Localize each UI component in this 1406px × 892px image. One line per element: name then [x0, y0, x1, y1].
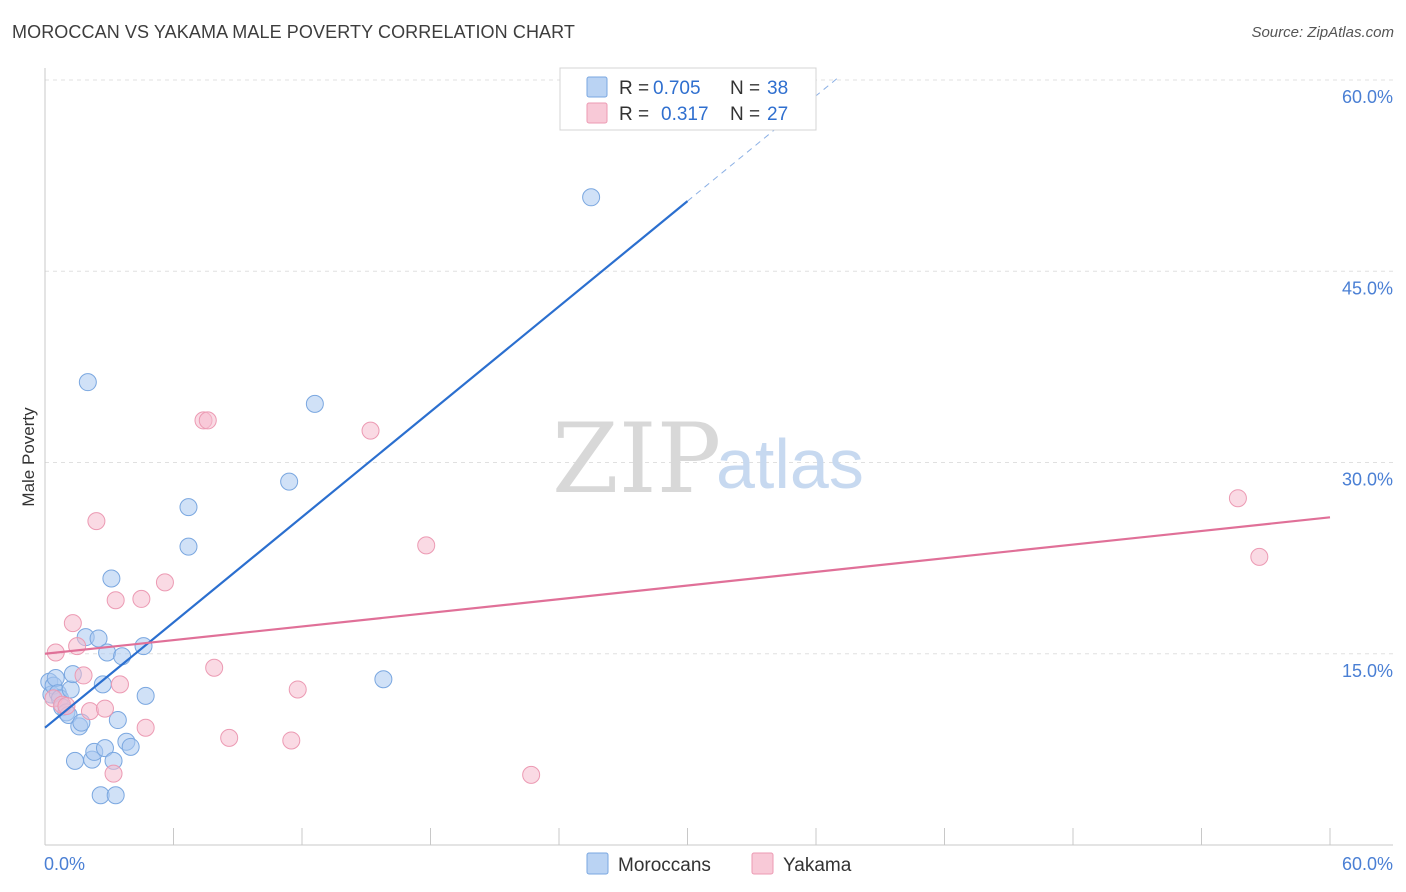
legend-n-value-yakama: 27 — [767, 104, 788, 125]
trend-lines — [44, 77, 1331, 729]
point-yakama-12 — [110, 675, 129, 694]
series-moroccans-points — [40, 188, 601, 805]
y-axis-label: Male Poverty — [19, 407, 38, 507]
point-moroccans-32 — [179, 537, 198, 556]
point-yakama-15 — [155, 573, 174, 592]
y-tick-label-3: 60.0% — [1342, 87, 1393, 107]
point-moroccans-18 — [89, 629, 108, 648]
bottom-legend-label-yakama: Yakama — [783, 855, 852, 876]
point-yakama-18 — [205, 658, 224, 677]
point-moroccans-37 — [582, 188, 601, 207]
watermark-atlas: atlas — [716, 425, 864, 503]
point-moroccans-34 — [280, 472, 299, 491]
legend-n-value-moroccans: 38 — [767, 78, 788, 99]
point-yakama-7 — [80, 702, 99, 721]
y-tick-label-0: 15.0% — [1342, 661, 1393, 681]
point-moroccans-36 — [374, 670, 393, 689]
x-tick-label-max: 60.0% — [1342, 854, 1393, 874]
point-moroccans-25 — [106, 786, 125, 805]
point-yakama-17 — [198, 411, 217, 430]
point-moroccans-15 — [78, 373, 97, 392]
point-yakama-22 — [361, 421, 380, 440]
watermark-zip: ZIP — [552, 403, 721, 515]
x-tick-label-min: 0.0% — [44, 854, 85, 874]
point-yakama-3 — [57, 697, 76, 716]
watermark: ZIP atlas — [552, 403, 864, 515]
point-yakama-13 — [132, 589, 151, 608]
point-yakama-4 — [63, 614, 82, 633]
y-tick-label-1: 30.0% — [1342, 470, 1393, 490]
point-moroccans-31 — [136, 686, 155, 705]
trendline-moroccans — [44, 200, 689, 729]
point-yakama-26 — [1250, 547, 1269, 566]
point-yakama-19 — [220, 728, 239, 747]
point-moroccans-29 — [121, 737, 140, 756]
point-moroccans-33 — [179, 498, 198, 517]
y-tick-label-2: 45.0% — [1342, 278, 1393, 298]
point-moroccans-35 — [305, 394, 324, 413]
point-moroccans-9 — [61, 680, 80, 699]
point-yakama-23 — [417, 536, 436, 555]
point-yakama-9 — [95, 699, 114, 718]
point-moroccans-3 — [46, 668, 65, 687]
point-moroccans-26 — [108, 711, 127, 730]
point-yakama-21 — [288, 680, 307, 699]
legend-box: R = 0.705 N = 38 R = 0.317 N = 27 — [559, 67, 817, 131]
point-moroccans-19 — [91, 786, 110, 805]
point-yakama-11 — [106, 591, 125, 610]
source-attribution: Source: ZipAtlas.com — [1251, 24, 1394, 41]
point-yakama-14 — [136, 718, 155, 737]
point-yakama-6 — [74, 666, 93, 685]
point-yakama-25 — [1228, 489, 1247, 508]
point-yakama-24 — [522, 765, 541, 784]
bottom-legend-swatch-yakama — [751, 852, 774, 875]
legend-r-value-yakama: 0.317 — [661, 104, 709, 125]
point-yakama-20 — [282, 731, 301, 750]
point-moroccans-11 — [65, 751, 84, 770]
point-moroccans-27 — [113, 647, 132, 666]
point-moroccans-21 — [95, 739, 114, 758]
legend-r-label-moroccans: R = — [619, 78, 649, 99]
legend-n-label-moroccans: N = — [730, 78, 760, 99]
bottom-legend-swatch-moroccans — [586, 852, 609, 875]
point-moroccans-23 — [102, 569, 121, 588]
chart-title: MOROCCAN VS YAKAMA MALE POVERTY CORRELAT… — [12, 22, 576, 42]
y-tick-labels: 15.0% 30.0% 45.0% 60.0% — [1342, 87, 1393, 681]
legend-r-value-moroccans: 0.705 — [653, 78, 701, 99]
point-yakama-8 — [87, 512, 106, 531]
trendline-yakama — [44, 516, 1331, 655]
legend-swatch-moroccans — [586, 76, 608, 98]
grid-lines — [45, 79, 1393, 655]
legend-n-label-yakama: N = — [730, 104, 760, 125]
bottom-legend: Moroccans Yakama — [586, 852, 852, 876]
bottom-legend-label-moroccans: Moroccans — [618, 855, 711, 876]
x-axis-ticks — [44, 828, 1331, 845]
legend-r-label-yakama: R = — [619, 104, 649, 125]
point-yakama-10 — [104, 764, 123, 783]
series-yakama-points — [44, 411, 1269, 784]
legend-swatch-yakama — [586, 102, 608, 124]
